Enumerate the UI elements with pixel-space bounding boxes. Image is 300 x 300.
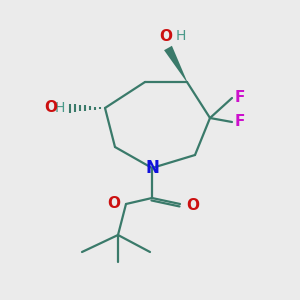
Text: O: O [186, 197, 199, 212]
Text: F: F [235, 91, 245, 106]
Text: O: O [107, 196, 120, 211]
Text: F: F [235, 115, 245, 130]
Text: O: O [44, 100, 57, 116]
Text: N: N [145, 159, 159, 177]
Polygon shape [164, 46, 187, 82]
Text: H: H [55, 101, 65, 115]
Text: O: O [160, 29, 172, 44]
Text: H: H [176, 29, 186, 43]
